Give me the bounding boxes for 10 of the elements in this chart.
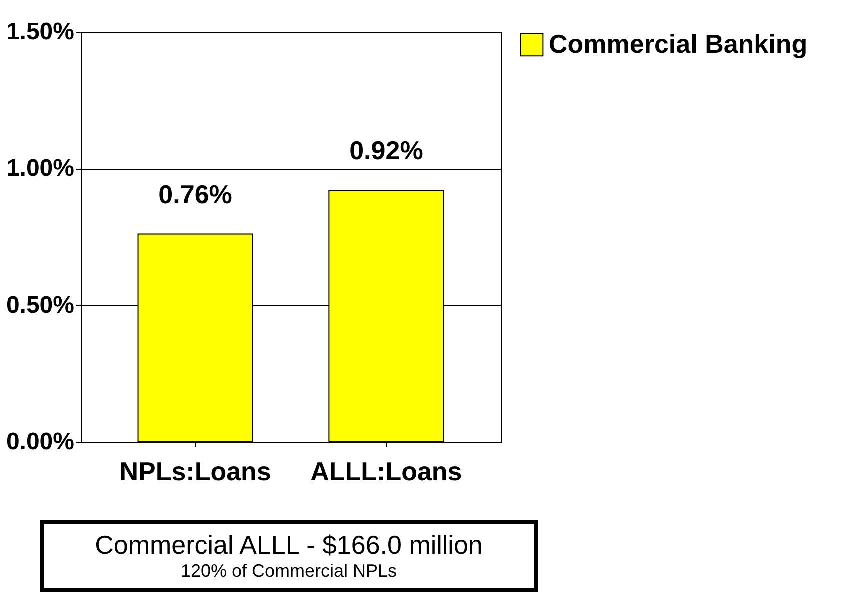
legend-label: Commercial Banking: [549, 29, 808, 59]
y-tick-label: 0.50%: [6, 292, 74, 319]
y-tick-label: 0.00%: [6, 428, 74, 456]
x-tick-label: NPLs:Loans: [120, 456, 272, 486]
data-label: 0.92%: [350, 136, 424, 166]
y-tick-label: 1.50%: [6, 18, 74, 46]
data-label: 0.76%: [158, 179, 232, 210]
y-tick-label: 1.00%: [6, 155, 74, 182]
x-tick-label: ALLL:Loans: [310, 456, 462, 486]
note-box: Commercial ALLL - $166.0 million 120% of Commercial NPLs: [40, 520, 538, 592]
